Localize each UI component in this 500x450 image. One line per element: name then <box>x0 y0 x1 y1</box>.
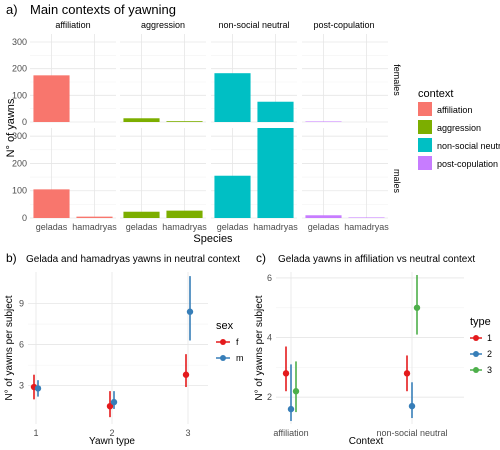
bar-females-non-social-neutral-geladas <box>214 73 251 122</box>
point-f <box>182 371 190 378</box>
tick-labels-layer: 0 100 200 300 0 100 200 300 geladas hamadryas gela… <box>12 37 448 438</box>
legend-b-label-m: m <box>236 353 244 363</box>
legend-a-label-aggression: aggression <box>437 123 481 133</box>
x-tick-label: geladas <box>308 222 340 232</box>
legend-b-label-f: f <box>236 337 239 347</box>
bar-females-aggression-geladas <box>123 118 160 122</box>
x-tick-label: hamadryas <box>162 222 207 232</box>
bar-males-aggression-hamadryas <box>166 210 203 218</box>
bar-males-post-copulation-geladas <box>305 215 342 218</box>
legend-c-title: type <box>470 316 491 328</box>
x-tick-label: 2 <box>109 428 114 438</box>
strip-affiliation: affiliation <box>55 20 90 30</box>
legend-c-label-1: 1 <box>487 333 492 343</box>
legend-c-label-3: 3 <box>487 365 492 375</box>
x-tick-label: hamadryas <box>253 222 298 232</box>
bar-males-non-social-neutral-geladas <box>214 175 251 218</box>
panel-a-x-title: Species <box>193 233 233 245</box>
y-tick-label: 100 <box>12 186 27 196</box>
point-2 <box>408 402 416 410</box>
facet-panel <box>120 128 206 218</box>
y-tick-label: 0 <box>22 213 27 223</box>
point-f <box>106 402 114 410</box>
y-tick-label: 300 <box>12 131 27 141</box>
facet-panel <box>120 34 206 122</box>
x-tick-label: geladas <box>217 222 249 232</box>
y-tick-label: 6 <box>19 340 24 350</box>
legend-a-label-post-copulation: post-copulation <box>437 159 498 169</box>
point-m <box>34 385 42 392</box>
bar-females-aggression-hamadryas <box>166 121 203 122</box>
x-tick-label: 1 <box>33 428 38 438</box>
legend-a-key-affiliation <box>418 102 432 116</box>
bar-females-non-social-neutral-hamadryas <box>257 101 294 122</box>
legend-a-key-post-copulation <box>418 156 432 170</box>
y-tick-label: 100 <box>12 90 27 100</box>
panel-a-title: Main contexts of yawning <box>30 2 176 17</box>
facet-panel <box>302 34 388 122</box>
y-tick-label: 3 <box>19 381 24 391</box>
y-tick-label: 9 <box>19 298 24 308</box>
x-tick-label: hamadryas <box>344 222 389 232</box>
strip-non-social-neutral: non-social neutral <box>218 20 289 30</box>
point-1 <box>403 370 411 377</box>
point-m <box>186 308 194 315</box>
panel-c-tag: c) <box>256 251 266 265</box>
legend-b-key-m <box>216 355 230 361</box>
legend-a-key-aggression <box>418 120 432 134</box>
legend-a-label-non-social-neutral: non-social neutral <box>437 141 500 151</box>
legend-b-key-f <box>216 339 230 345</box>
strip-post-copulation: post-copulation <box>313 20 374 30</box>
strip-aggression: aggression <box>141 20 185 30</box>
panel-a-y-title: N° of yawns <box>5 98 17 157</box>
legend-a-key-non-social-neutral <box>418 138 432 152</box>
y-tick-label: 200 <box>12 64 27 74</box>
y-tick-label: 300 <box>12 37 27 47</box>
y-tick-label: 4 <box>267 333 272 343</box>
point-1 <box>282 370 290 377</box>
bar-females-affiliation-geladas <box>33 75 70 122</box>
point-3 <box>292 388 300 395</box>
panel-a-tag: a) <box>6 2 18 17</box>
point-3 <box>413 304 421 311</box>
legend-a-title: context <box>418 88 453 100</box>
x-tick-label: geladas <box>126 222 158 232</box>
panel-c-x-title: Context <box>349 436 384 447</box>
row-label-females: females <box>392 64 402 96</box>
legend-c-key-1 <box>470 335 482 341</box>
legend-a-label-affiliation: affiliation <box>437 105 472 115</box>
bar-males-affiliation-hamadryas <box>76 216 113 218</box>
point-m <box>110 398 118 406</box>
bar-males-aggression-geladas <box>123 211 160 218</box>
bar-males-post-copulation-hamadryas <box>348 217 385 218</box>
y-tick-label: 0 <box>22 117 27 127</box>
panel-b-x-title: Yawn type <box>89 436 135 447</box>
bar-females-post-copulation-geladas <box>305 121 342 122</box>
facet-panel <box>302 128 388 218</box>
y-tick-label: 2 <box>267 392 272 402</box>
x-tick-label: geladas <box>36 222 68 232</box>
y-tick-label: 200 <box>12 158 27 168</box>
panel-b-title: Gelada and hamadryas yawns in neutral co… <box>26 254 240 265</box>
x-tick-label: hamadryas <box>72 222 117 232</box>
x-tick-label: 3 <box>185 428 190 438</box>
row-label-males: males <box>392 169 402 194</box>
x-tick-label: affiliation <box>273 428 308 438</box>
panel-b-tag: b) <box>6 251 17 265</box>
point-2 <box>287 405 295 413</box>
panel-c-title: Gelada yawns in affiliation vs neutral c… <box>278 254 475 265</box>
legend-c-label-2: 2 <box>487 349 492 359</box>
bar-males-non-social-neutral-hamadryas <box>257 128 294 218</box>
marks-layer <box>30 73 421 422</box>
bar-males-affiliation-geladas <box>33 189 70 218</box>
y-tick-label: 6 <box>267 273 272 283</box>
legend-c-key-2 <box>470 351 482 357</box>
panel-c-y-title: N° of yawns per subject <box>254 295 265 400</box>
panel-b-y-title: N° of yawns per subject <box>4 295 15 400</box>
legend-b-title: sex <box>216 320 234 332</box>
x-tick-label: non-social neutral <box>376 428 447 438</box>
legend-c-key-3 <box>470 367 482 373</box>
